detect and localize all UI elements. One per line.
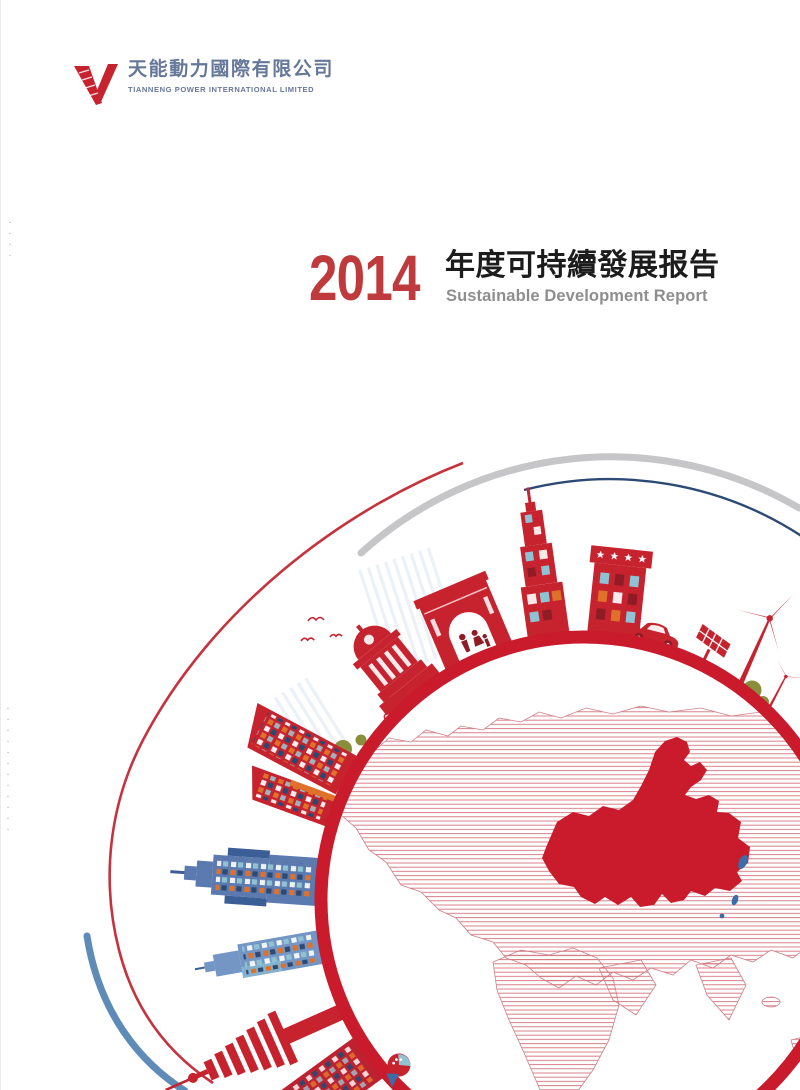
company-logo: 天能動力國際有限公司 TIANNENG POWER INTERNATIONAL …: [73, 58, 334, 109]
company-name-english: TIANNENG POWER INTERNATIONAL LIMITED: [128, 84, 315, 94]
striped-tower-icon: [165, 1004, 345, 1090]
dome-building-icon: [352, 624, 440, 716]
blue-tower-small-icon: [194, 930, 324, 978]
family-silhouette: [459, 629, 491, 653]
red-orbit-arc: [108, 461, 464, 1085]
wind-turbine-icon: [736, 591, 794, 687]
arch-gate-icon: [413, 570, 513, 671]
world-map: [326, 705, 800, 1090]
steel-blue-orbit-arc: [83, 932, 189, 1090]
wind-turbine-small-icon: [765, 659, 800, 713]
spine-print-marks-bottom: ▪▪▪▪▪▪▪▪▪▪▪▪: [5, 706, 11, 838]
report-title-chinese: 年度可持續發展报告: [445, 249, 720, 282]
hotel-icon: [587, 545, 654, 639]
navy-orbit-arc: [523, 478, 800, 537]
island-shapes: [719, 854, 748, 919]
report-title-english: Sustainable Development Report: [446, 287, 708, 305]
gray-orbit-arc: [357, 453, 800, 557]
birds-icon: [300, 616, 343, 642]
company-name-chinese: 天能動力國際有限公司: [128, 59, 335, 80]
globe: [314, 630, 800, 1090]
red-window-building-icon: [278, 1037, 383, 1090]
globe-rim: [314, 630, 800, 1090]
tianneng-v-logo-icon: [74, 64, 118, 105]
spine-print-marks-top: ▪▪▪▪: [7, 220, 13, 264]
red-slab-building-icon: [247, 702, 357, 795]
blue-tower-icon: [170, 847, 320, 907]
skyscraper-icon: [520, 487, 570, 641]
china-map: [542, 737, 750, 907]
red-slab-building-2-icon: [252, 765, 339, 828]
company-name-block: 天能動力國際有限公司 TIANNENG POWER INTERNATIONAL …: [128, 58, 334, 94]
balloon-icon: [386, 1053, 411, 1088]
report-year: 2014: [309, 242, 421, 314]
